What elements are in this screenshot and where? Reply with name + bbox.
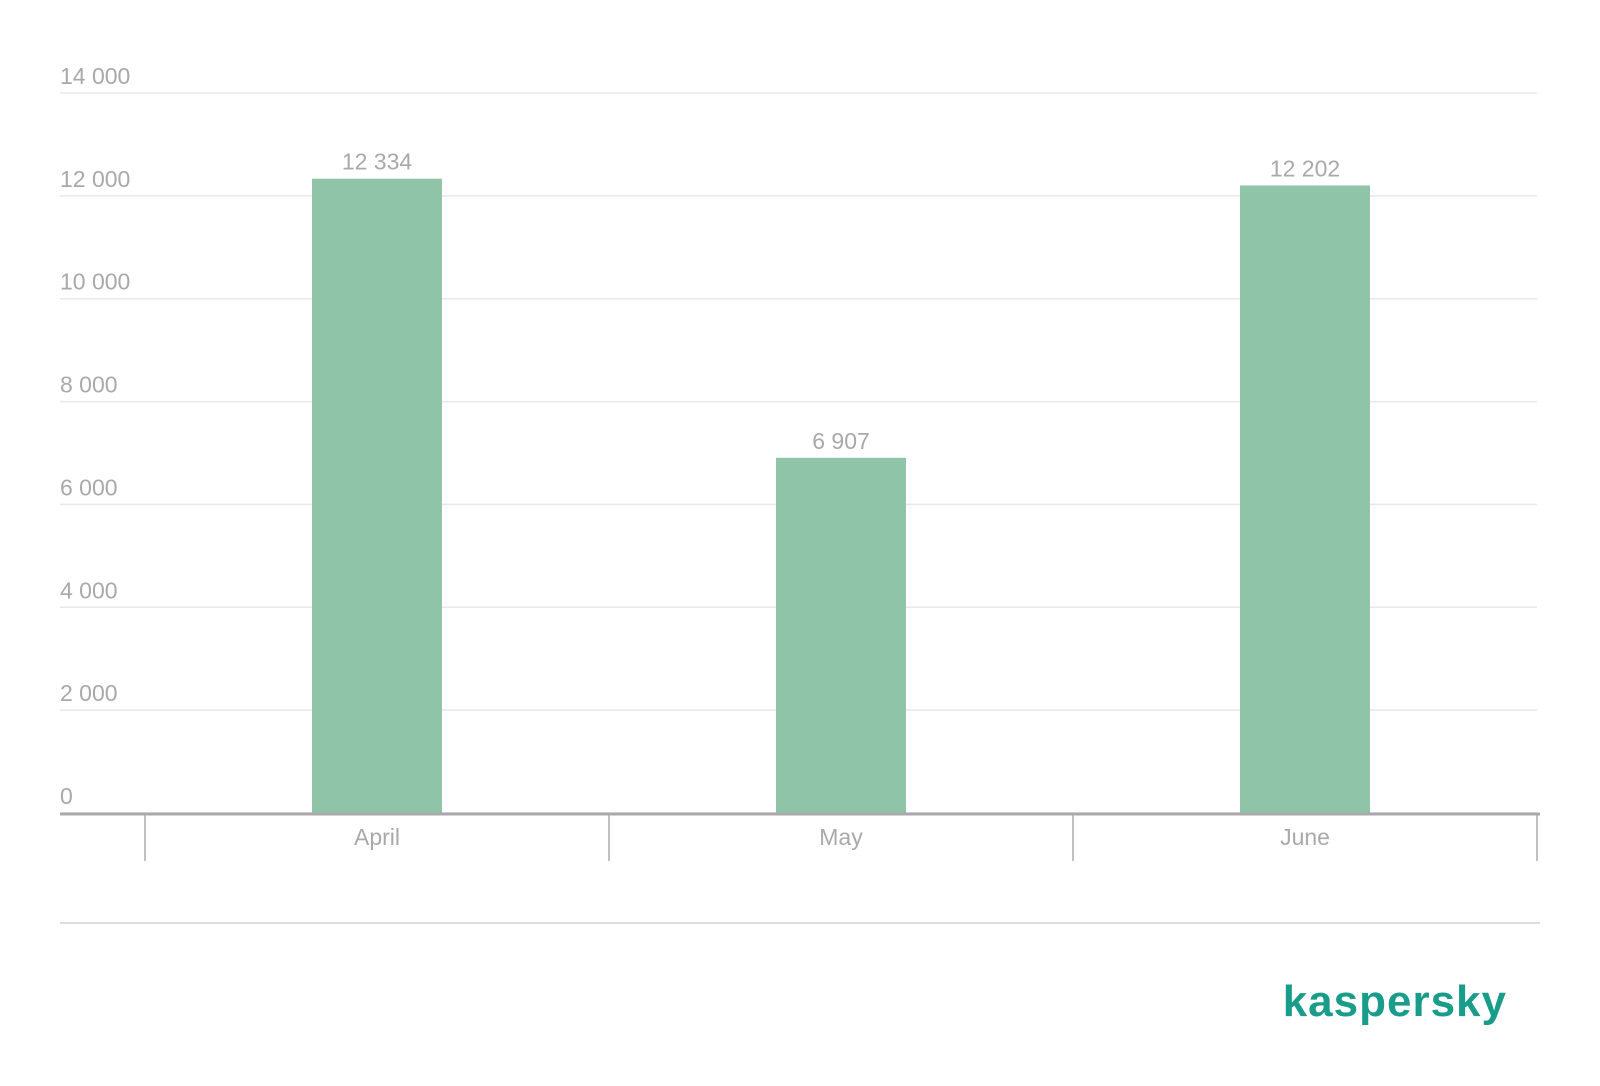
y-tick-label: 12 000 <box>60 166 130 192</box>
bar <box>312 178 442 813</box>
x-tick-label: June <box>1280 824 1330 850</box>
bar <box>776 457 906 813</box>
value-label: 12 202 <box>1270 155 1340 181</box>
bar <box>1240 185 1370 813</box>
y-tick-label: 0 <box>60 783 73 809</box>
brand-logo: kaspersky <box>1283 977 1507 1026</box>
value-label: 12 334 <box>342 149 413 175</box>
x-tick-label: May <box>819 824 863 850</box>
y-tick-label: 2 000 <box>60 680 118 706</box>
y-tick-label: 8 000 <box>60 372 118 398</box>
y-tick-label: 6 000 <box>60 474 118 500</box>
x-tick-label: April <box>354 824 400 850</box>
y-tick-label: 4 000 <box>60 577 118 603</box>
y-tick-label: 14 000 <box>60 63 130 89</box>
value-label: 6 907 <box>812 428 870 454</box>
y-tick-label: 10 000 <box>60 269 130 295</box>
